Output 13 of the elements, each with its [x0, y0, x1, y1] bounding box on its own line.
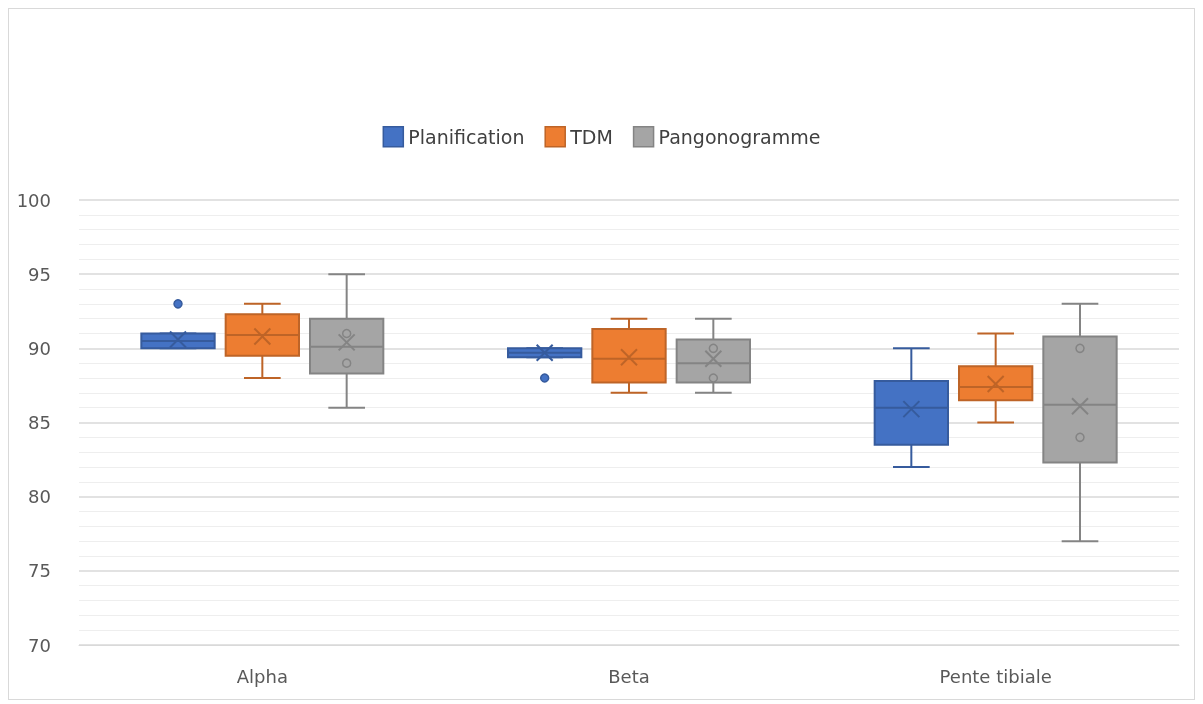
y-tick-label: 95 — [28, 263, 51, 285]
x-tick-label: Beta — [608, 665, 650, 687]
legend-label: TDM — [569, 125, 613, 148]
legend-label: Pangonogramme — [658, 125, 821, 148]
y-tick-label: 75 — [28, 560, 51, 582]
y-tick-label: 100 — [16, 189, 51, 211]
x-tick-label: Pente tibiale — [939, 665, 1052, 687]
y-tick-label: 80 — [28, 486, 51, 508]
y-tick-label: 85 — [28, 412, 51, 433]
x-tick-label: Alpha — [236, 665, 288, 687]
y-tick-label: 90 — [28, 337, 51, 359]
legend-label: Planification — [408, 125, 525, 148]
y-tick-label: 70 — [28, 634, 51, 656]
